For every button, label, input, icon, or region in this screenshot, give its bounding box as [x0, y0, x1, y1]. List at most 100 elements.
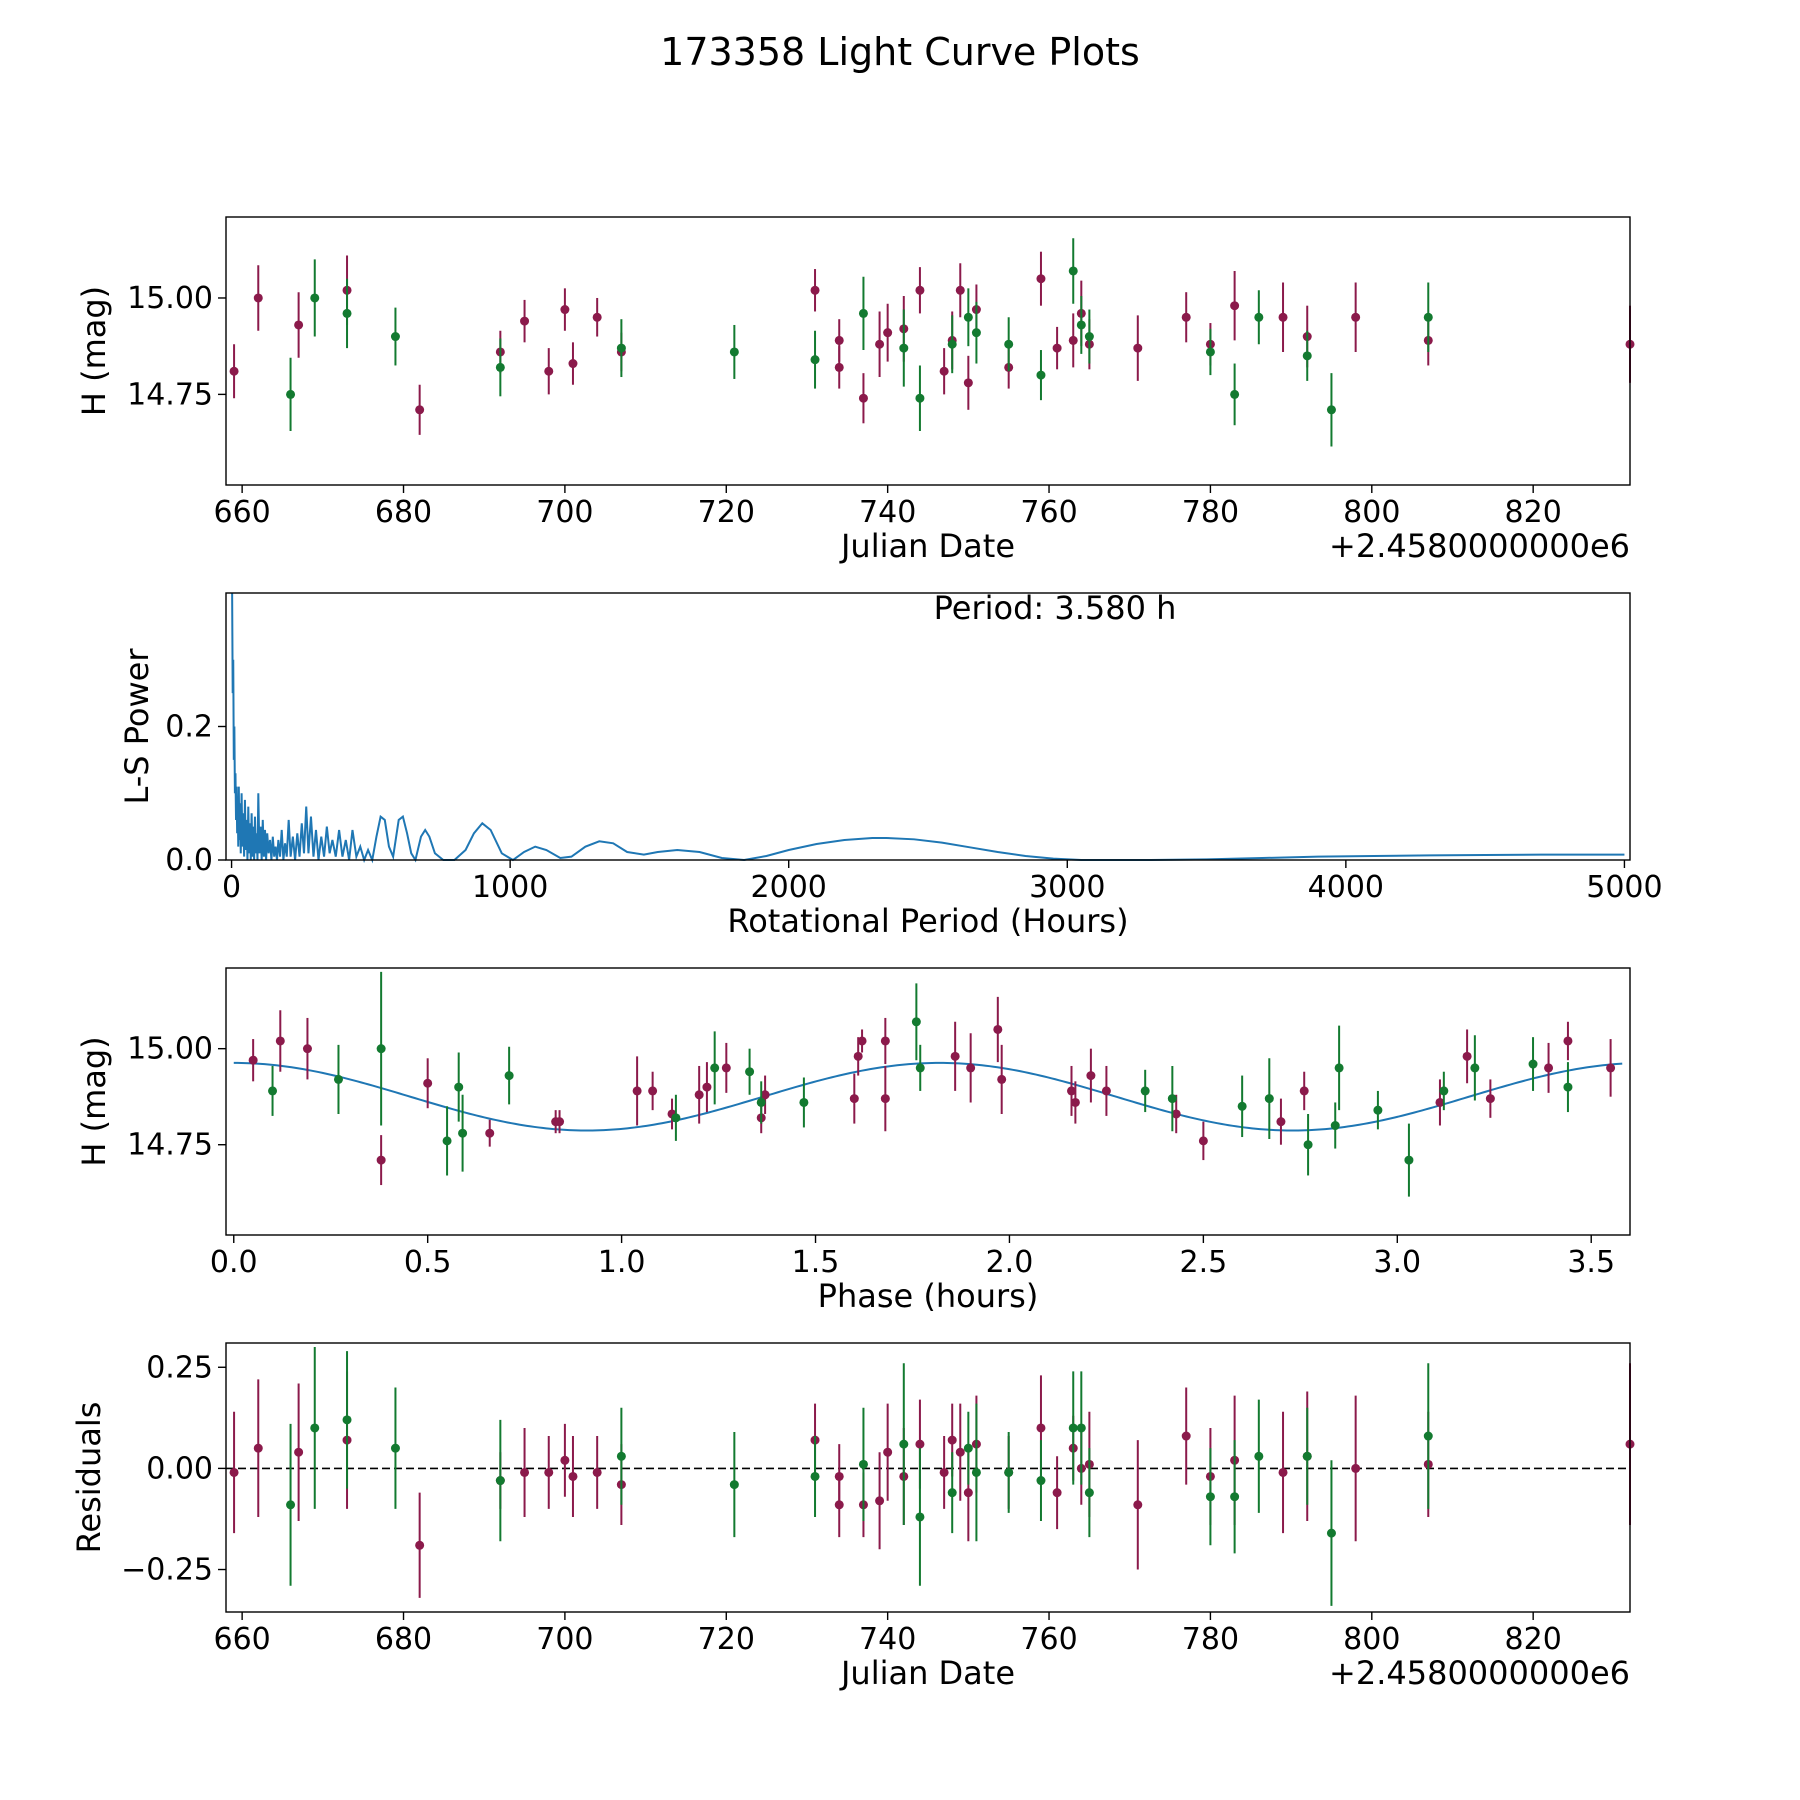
- data-point-green: [1302, 351, 1312, 361]
- panel-light-curve-date: 660 680 700 720 740 760 780 800 820 14.75 15.00 Jul…: [75, 216, 1635, 565]
- data-point-purple: [875, 339, 885, 349]
- data-point-green: [947, 1488, 957, 1498]
- data-point-purple: [520, 1467, 530, 1477]
- data-point-purple: [555, 1117, 565, 1127]
- x-tick-label: 1.0: [598, 1245, 646, 1280]
- data-point-green: [1084, 1488, 1094, 1498]
- y-tick-label: 0.25: [146, 1350, 213, 1385]
- period-annotation: Period: 3.580 h: [934, 589, 1177, 627]
- data-point-green: [1205, 347, 1215, 357]
- data-point-green: [1470, 1063, 1480, 1073]
- data-point-purple: [1052, 343, 1062, 353]
- data-point-green: [310, 293, 320, 303]
- data-point-purple: [485, 1128, 495, 1138]
- x-tick-label: 3000: [1029, 870, 1105, 905]
- y-tick-label: 15.00: [127, 281, 213, 316]
- data-point-green: [1076, 320, 1086, 330]
- data-point-purple: [1462, 1051, 1472, 1061]
- data-point-green: [971, 1467, 981, 1477]
- data-point-purple: [915, 285, 925, 295]
- data-point-green: [1373, 1105, 1383, 1115]
- power-line: [231, 592, 1625, 864]
- data-point-green: [1230, 389, 1240, 399]
- x-axis-label: Rotational Period (Hours): [727, 902, 1128, 940]
- data-point-green: [1334, 1063, 1344, 1073]
- data-point-green: [1140, 1086, 1150, 1096]
- data-point-purple: [834, 335, 844, 345]
- data-point-purple: [560, 1455, 570, 1465]
- data-point-purple: [1563, 1036, 1573, 1046]
- data-point-purple: [1435, 1097, 1445, 1107]
- axes-frame: [225, 1342, 1631, 1613]
- data-point-green: [1326, 1528, 1336, 1538]
- x-tick-label: 1000: [472, 870, 548, 905]
- x-tick-label: 740: [859, 495, 916, 530]
- data-point-green: [333, 1074, 343, 1084]
- data-point-purple: [880, 1036, 890, 1046]
- y-tick-label: 15.00: [127, 1032, 213, 1067]
- data-point-green: [1076, 1423, 1086, 1433]
- data-point-purple: [1278, 312, 1288, 322]
- data-point-purple: [275, 1036, 285, 1046]
- data-point-green: [616, 1451, 626, 1461]
- data-point-green: [390, 1443, 400, 1453]
- data-point-purple: [592, 312, 602, 322]
- x-tick-label: 4000: [1308, 870, 1384, 905]
- data-point-green: [810, 355, 820, 365]
- data-point-purple: [966, 1063, 976, 1073]
- data-point-purple: [834, 1500, 844, 1510]
- data-point-green: [915, 1063, 925, 1073]
- data-point-green: [899, 343, 909, 353]
- x-tick-label: 680: [375, 1622, 432, 1657]
- data-point-green: [1330, 1121, 1340, 1131]
- data-point-purple: [544, 366, 554, 376]
- data-point-green: [1326, 405, 1336, 415]
- data-point-purple: [1067, 1086, 1077, 1096]
- panel-residuals: 660 680 700 720 740 760 780 800 820 −0.25 0.00 0.25…: [70, 1342, 1635, 1692]
- data-point-green: [1167, 1094, 1177, 1104]
- x-axis-label: Julian Date: [839, 1654, 1015, 1692]
- data-point-purple: [1606, 1063, 1616, 1073]
- data-point-green: [1254, 1451, 1264, 1461]
- data-point-green: [1205, 1492, 1215, 1502]
- data-point-green: [1302, 1451, 1312, 1461]
- data-point-green: [899, 1439, 909, 1449]
- data-point-green: [1084, 332, 1094, 342]
- x-tick-label: 700: [536, 1622, 593, 1657]
- y-axis-label: Residuals: [70, 1402, 108, 1554]
- x-tick-label: 780: [1182, 1622, 1239, 1657]
- data-point-purple: [702, 1082, 712, 1092]
- data-point-purple: [1351, 1463, 1361, 1473]
- data-point-green: [729, 347, 739, 357]
- data-point-green: [310, 1423, 320, 1433]
- data-point-purple: [915, 1439, 925, 1449]
- data-point-purple: [834, 362, 844, 372]
- y-tick-label: 0.2: [165, 710, 213, 745]
- data-point-purple: [1070, 1097, 1080, 1107]
- data-point-purple: [520, 316, 530, 326]
- x-axis-label: Phase (hours): [818, 1277, 1039, 1315]
- axes-frame: [225, 592, 1631, 861]
- data-point-purple: [883, 328, 893, 338]
- data-point-green: [1004, 1467, 1014, 1477]
- x-tick-label: 0.5: [404, 1245, 452, 1280]
- data-point-green: [458, 1128, 468, 1138]
- data-point-purple: [1068, 335, 1078, 345]
- data-point-purple: [880, 1094, 890, 1104]
- x-tick-label: 760: [1020, 1622, 1077, 1657]
- data-point-purple: [1052, 1488, 1062, 1498]
- x-tick-label: 820: [1505, 1622, 1562, 1657]
- data-point-purple: [1276, 1117, 1286, 1127]
- data-point-green: [454, 1082, 464, 1092]
- data-point-purple: [1133, 343, 1143, 353]
- data-point-purple: [1278, 1467, 1288, 1477]
- data-point-purple: [568, 1471, 578, 1481]
- data-point-green: [971, 328, 981, 338]
- data-point-green: [963, 312, 973, 322]
- x-tick-label: 5000: [1586, 870, 1662, 905]
- x-offset-label: +2.4580000000e6: [1329, 527, 1630, 565]
- data-point-green: [1004, 339, 1014, 349]
- data-point-green: [1254, 312, 1264, 322]
- y-tick-label: 0.0: [165, 843, 213, 878]
